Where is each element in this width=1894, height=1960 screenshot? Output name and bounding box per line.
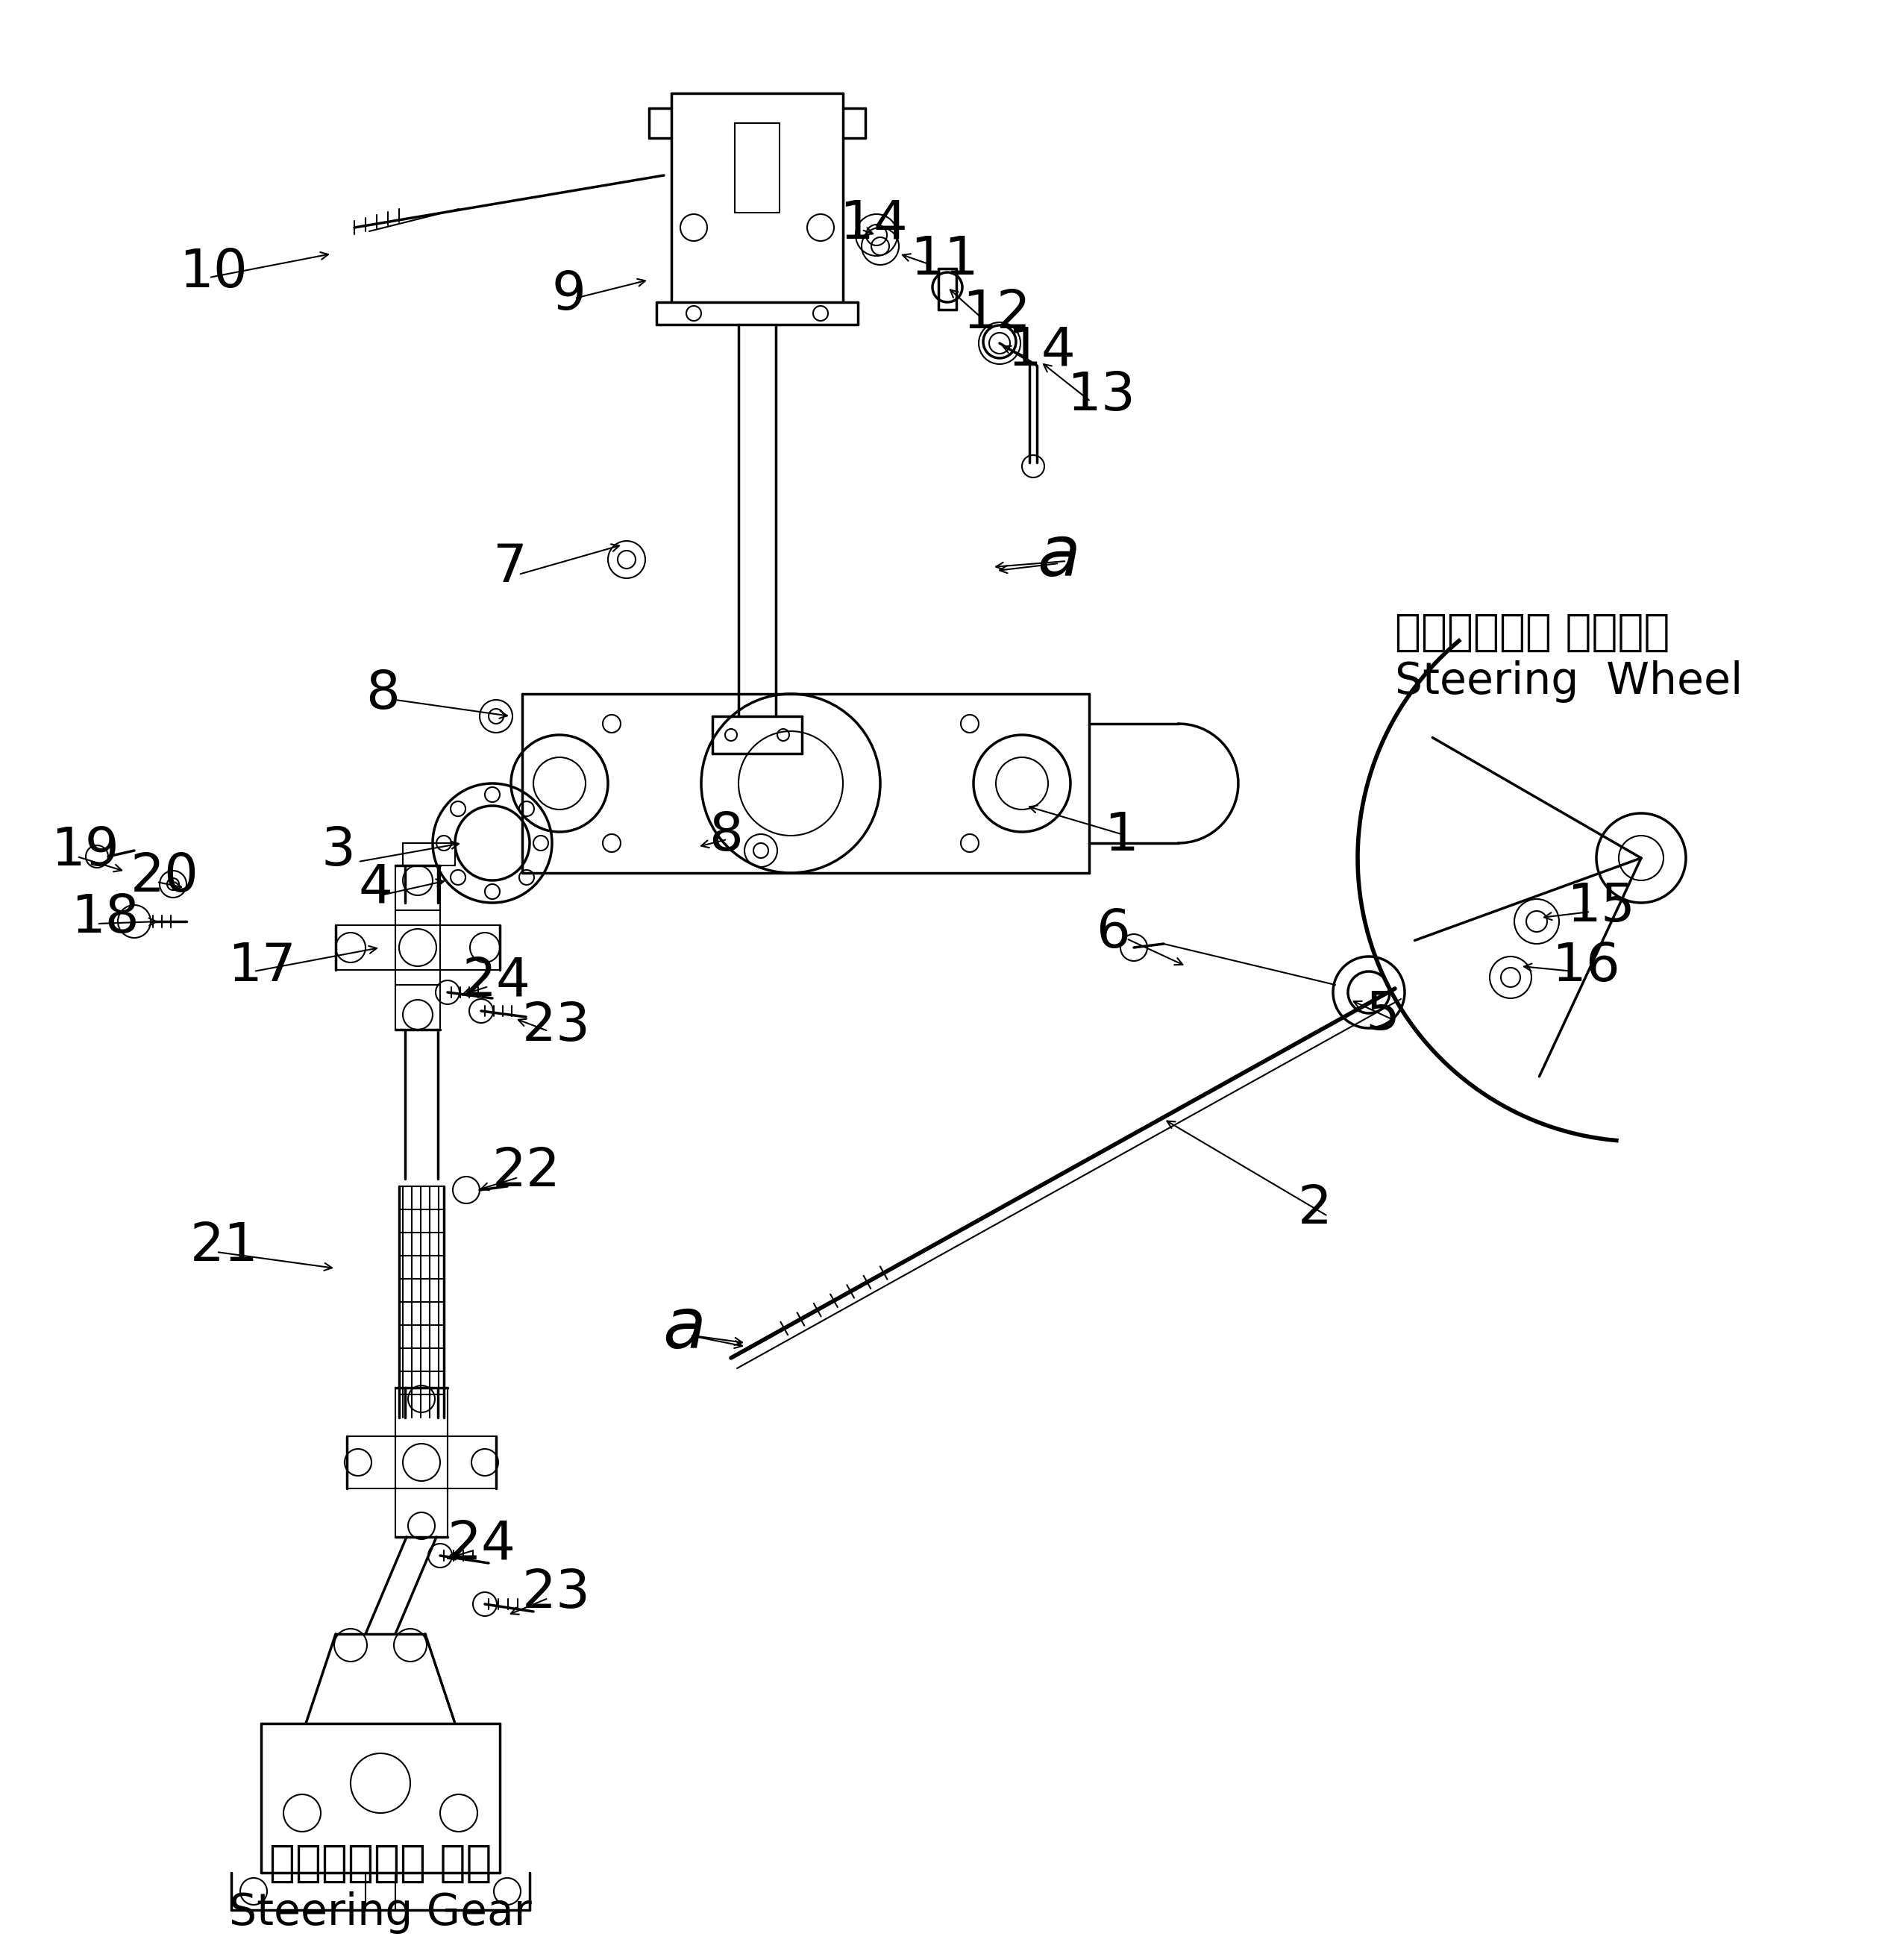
Text: 24: 24 (447, 1519, 515, 1570)
Text: 12: 12 (962, 288, 1030, 339)
Text: 23: 23 (523, 1568, 591, 1619)
Text: 11: 11 (911, 233, 979, 286)
Text: 24: 24 (462, 955, 530, 1007)
Text: ステアリング ギア
Steering Gear: ステアリング ギア Steering Gear (229, 1842, 532, 1933)
Text: 4: 4 (358, 862, 392, 913)
Text: a: a (663, 1294, 706, 1362)
Text: 21: 21 (189, 1221, 259, 1272)
Text: 5: 5 (1366, 990, 1400, 1041)
Text: 22: 22 (492, 1147, 561, 1198)
Text: 16: 16 (1551, 941, 1619, 992)
Text: 7: 7 (492, 541, 527, 592)
Text: 10: 10 (180, 247, 248, 298)
Text: 2: 2 (1297, 1184, 1331, 1235)
Text: 13: 13 (1066, 370, 1135, 421)
Text: 9: 9 (551, 269, 587, 319)
Text: 14: 14 (839, 198, 907, 249)
Text: 23: 23 (523, 1000, 591, 1053)
Text: 1: 1 (1104, 809, 1138, 860)
Text: 14: 14 (1008, 325, 1076, 376)
Text: 15: 15 (1566, 880, 1635, 933)
Text: 17: 17 (227, 941, 295, 992)
Text: 3: 3 (320, 825, 354, 876)
Text: ステアリング ホィール
Steering  Wheel: ステアリング ホィール Steering Wheel (1396, 612, 1742, 702)
Text: 19: 19 (51, 825, 119, 876)
Text: 8: 8 (366, 668, 400, 719)
Text: a: a (1036, 521, 1080, 590)
Text: 8: 8 (708, 809, 742, 860)
Text: 20: 20 (131, 851, 199, 902)
Text: 6: 6 (1097, 907, 1131, 958)
Text: 18: 18 (70, 892, 140, 943)
